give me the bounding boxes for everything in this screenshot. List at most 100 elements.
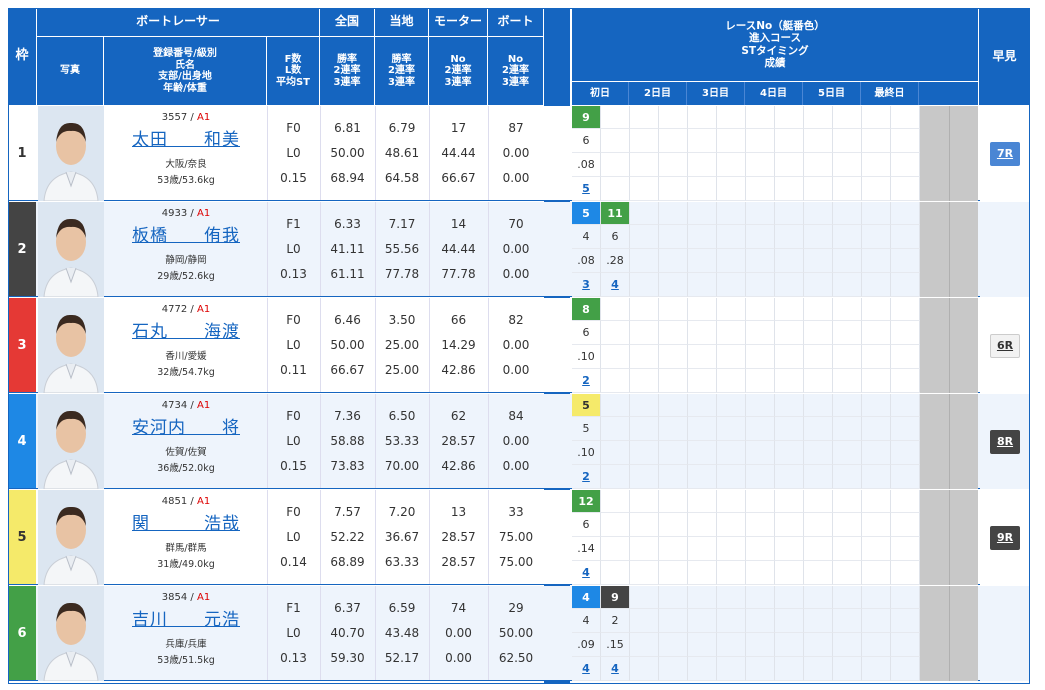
hayami-race-link[interactable]: 8R [990,429,1020,454]
hayami-race-link[interactable]: 6R [990,333,1020,358]
touchi-rates: 7.17 55.56 77.78 [375,202,428,296]
race-grid-cell [891,225,920,249]
race-grid-cell [775,657,804,681]
zenkoku-rates-value: 6.46 [334,313,361,328]
racer-name-link[interactable]: 吉川 元浩 [132,610,240,630]
race-grid-cell [833,657,862,681]
hayami-race-link[interactable]: 9R [990,525,1020,550]
race-grid-cell [717,513,746,537]
race-grid-cell: 2 [572,465,601,489]
race-grid-cell [775,417,804,441]
racer-name-link[interactable]: 板橋 侑我 [132,226,240,246]
reg-class: 4734 / A1 [161,400,211,411]
race-grid-cell: 4 [601,657,630,681]
column-divider [949,298,950,393]
race-result-link[interactable]: 5 [582,182,590,195]
fl-st-value: F0 [286,313,301,328]
race-grid-cell [717,345,746,369]
boat-stats: 33 75.00 75.00 [488,490,543,584]
racer-name-link[interactable]: 安河内 将 [132,418,240,438]
race-grid-cell [717,441,746,465]
race-grid-cell [717,465,746,489]
race-grid-cell [746,657,775,681]
race-grid-cell [688,609,717,633]
fl-st-value: F1 [286,217,301,232]
race-result-link[interactable]: 4 [582,662,590,675]
race-grid-cell [630,513,659,537]
race-grid-cell [717,417,746,441]
header-touchi: 当地 [375,8,428,36]
touchi-rates-value: 70.00 [384,458,420,473]
race-grid-cell [804,417,833,441]
race-grid-cell [688,394,717,417]
header-motor-rates: No 2連率 3連率 [429,37,487,105]
race-grid-cell [775,202,804,225]
race-grid-cell [775,513,804,537]
race-grid-cell [659,129,688,153]
race-result-link[interactable]: 4 [611,662,619,675]
header-info-line: 登録番号/級別 [153,48,217,59]
race-grid-cell [775,369,804,393]
race-grid-cell [630,321,659,345]
race-grid-cell [891,394,920,417]
reg-number: 4933 [161,208,188,219]
racer-name-link[interactable]: 石丸 海渡 [132,322,240,342]
boat-stats: 82 0.00 0.00 [488,298,543,392]
fl-st: F0 L0 0.15 [267,106,319,200]
header-waku: 枠 [8,8,36,105]
racer-info: 4772 / A1 石丸 海渡 香川/愛媛 32歳/54.7kg [105,298,267,392]
race-grid-cell [630,249,659,273]
zenkoku-rates-value: 66.67 [330,362,365,377]
column-divider [949,202,950,297]
race-result-link[interactable]: 4 [582,566,590,579]
header-racer-info: 登録番号/級別 氏名 支部/出身地 年齢/体重 [104,37,266,105]
header-race-info: レースNo（艇番色） 進入コース STタイミング 成績 [572,8,978,81]
race-result-link[interactable]: 3 [582,278,590,291]
race-grid-cell [862,537,891,561]
fl-st: F1 L0 0.13 [267,202,319,296]
race-grid-cell [601,321,630,345]
touchi-rates-value: 63.33 [384,554,420,569]
race-grid-cell [688,298,717,321]
race-grid-cell [688,657,717,681]
zenkoku-rates: 6.46 50.00 66.67 [320,298,374,392]
age-weight: 32歳/54.7kg [157,367,215,378]
hayami-cell [980,586,1030,681]
race-result-link[interactable]: 2 [582,470,590,483]
race-grid-cell [891,249,920,273]
boat-stats-value: 62.50 [498,650,534,665]
age-weight: 29歳/52.6kg [157,271,215,282]
race-grid-cell [891,153,920,177]
age-weight: 53歳/53.6kg [157,175,215,186]
touchi-rates-value: 52.17 [384,650,420,665]
race-grid-cell [688,153,717,177]
race-grid-cell [688,465,717,489]
race-grid-cell [630,417,659,441]
motor-stats-value: 13 [450,505,467,520]
header-rate-line: No [507,53,524,65]
race-grid-cell [804,177,833,201]
race-grid-cell [833,513,862,537]
race-grid-cell [833,153,862,177]
touchi-rates: 6.50 53.33 70.00 [375,394,428,488]
race-grid-cell [601,345,630,369]
racer-name-link[interactable]: 関 浩哉 [132,514,240,534]
race-grid-cell [659,609,688,633]
boat-stats-value: 29 [508,601,524,616]
race-result-link[interactable]: 4 [611,278,619,291]
boat-stats-value: 0.00 [502,145,530,160]
race-grid-cell [804,345,833,369]
racer-name-link[interactable]: 太田 和美 [132,130,240,150]
hayami-race-link[interactable]: 7R [990,141,1020,166]
race-grid-cell [891,633,920,657]
boat-stats-value: 75.00 [498,529,534,544]
race-result-link[interactable]: 2 [582,374,590,387]
fl-st-value: F1 [286,601,301,616]
racer-class: A1 [196,208,211,219]
race-grid-cell [862,394,891,417]
race-grid-cell: 2 [572,369,601,393]
boat-stats-value: 70 [508,217,524,232]
boat-stats: 87 0.00 0.00 [488,106,543,200]
race-grid-cell [601,417,630,441]
race-grid-cell [891,465,920,489]
